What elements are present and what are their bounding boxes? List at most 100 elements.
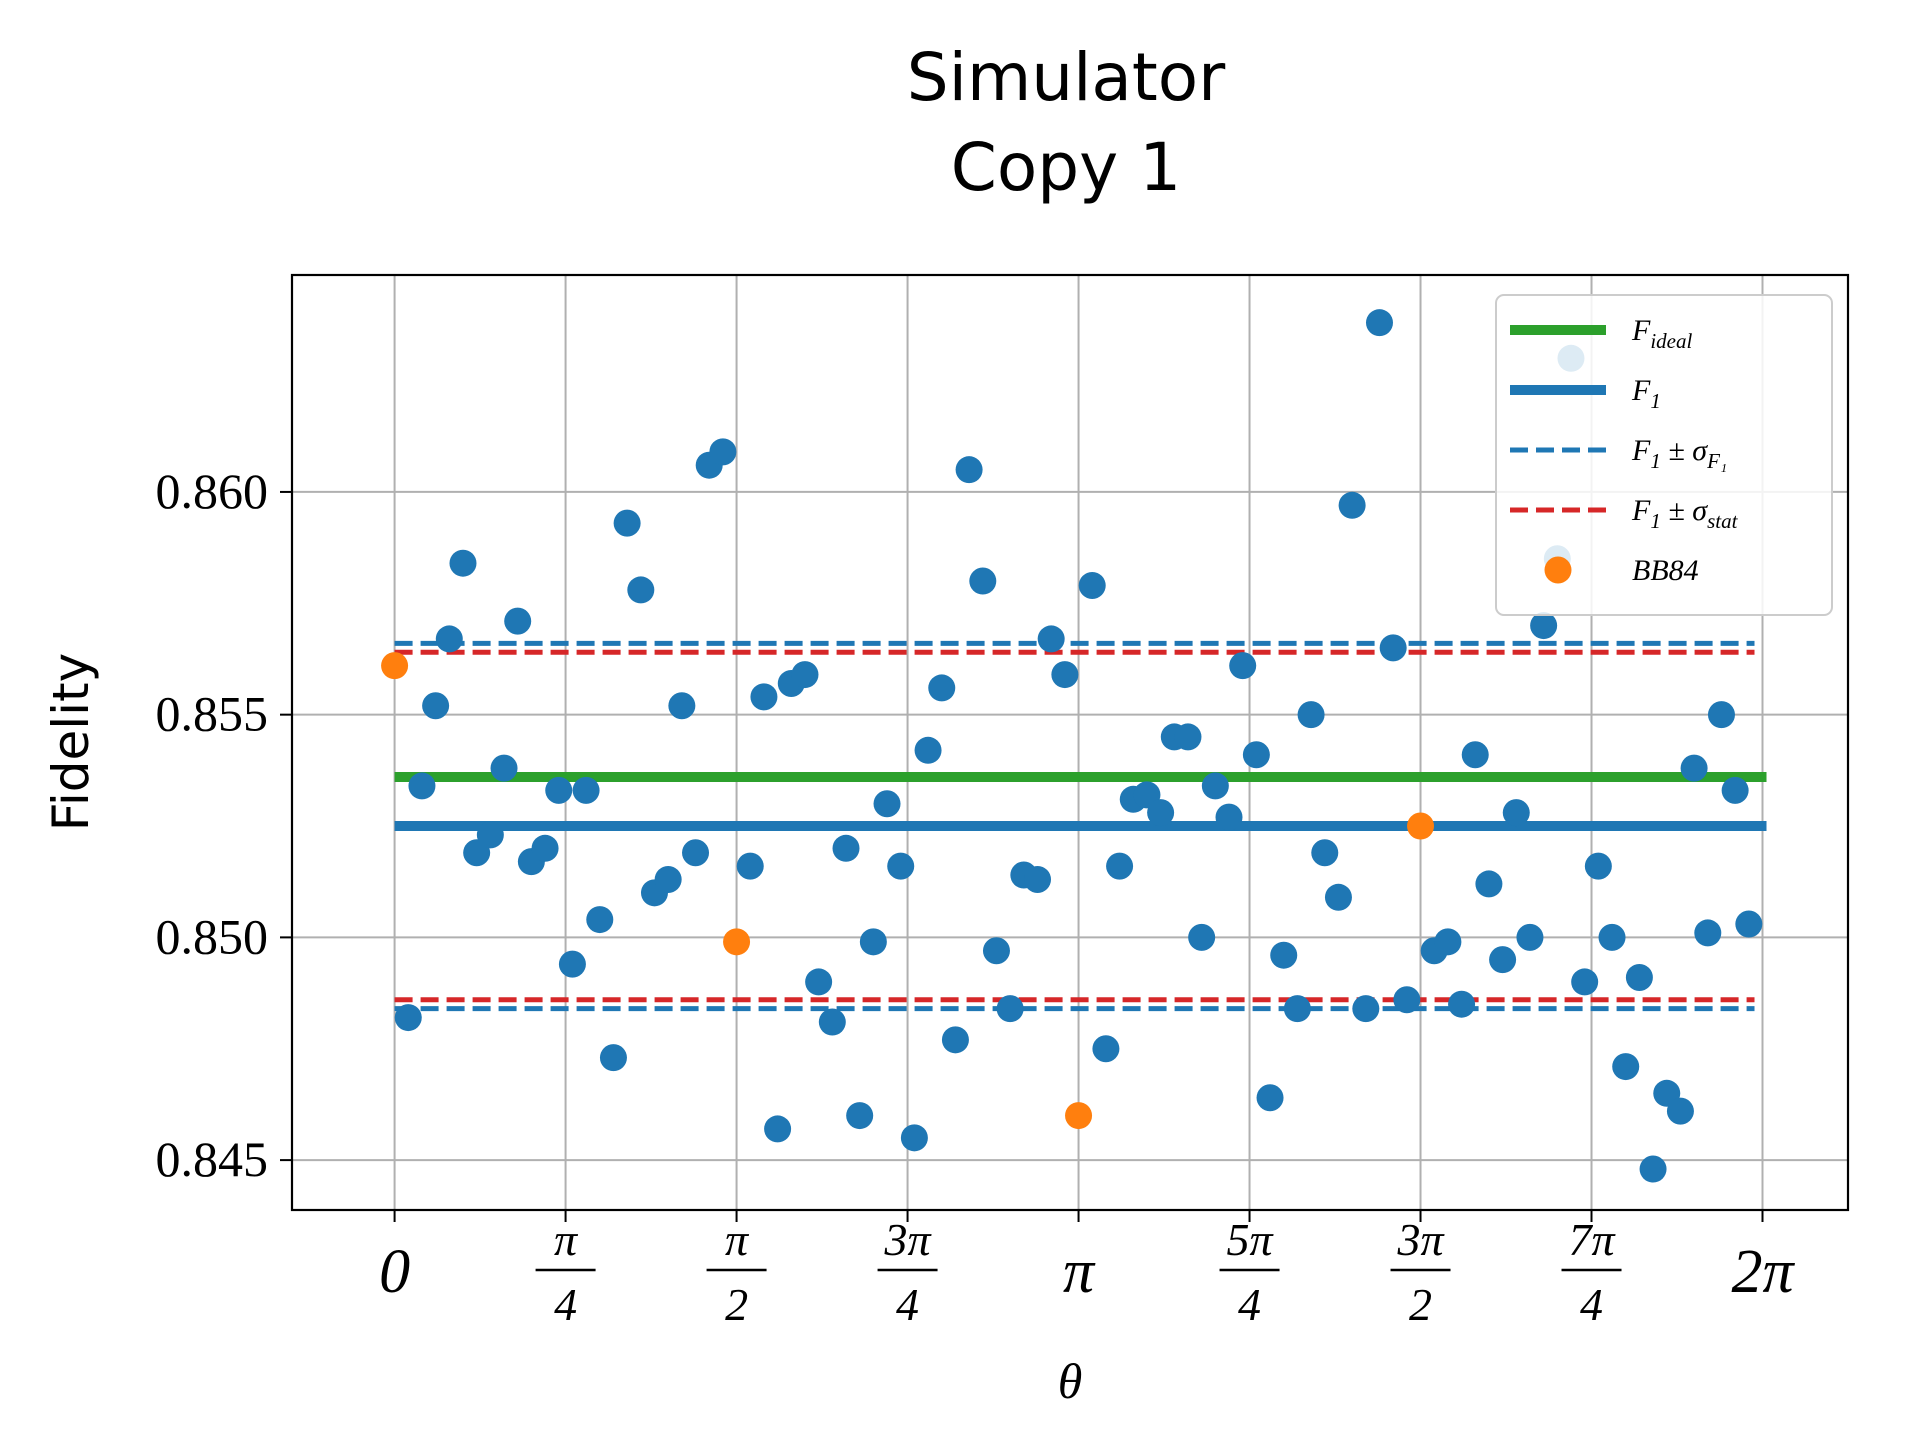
plot-frame bbox=[290, 273, 1850, 1212]
data-point bbox=[859, 928, 887, 956]
chart-title-line-2: Copy 1 bbox=[951, 129, 1181, 206]
x-tick-label: π bbox=[1063, 1238, 1096, 1306]
x-tick-label-denominator: 4 bbox=[1580, 1279, 1603, 1330]
data-point bbox=[1694, 919, 1722, 947]
data-point bbox=[1106, 852, 1134, 880]
x-tick-label: 2π bbox=[1731, 1238, 1795, 1306]
data-point bbox=[586, 906, 614, 934]
data-point bbox=[736, 852, 764, 880]
x-tick-label-denominator: 2 bbox=[1409, 1279, 1432, 1330]
x-tick-label-numerator: π bbox=[725, 1214, 750, 1265]
data-point bbox=[1680, 754, 1708, 782]
data-point bbox=[887, 852, 915, 880]
data-point bbox=[627, 576, 655, 604]
data-point bbox=[449, 549, 477, 577]
x-tick-label-numerator: π bbox=[554, 1214, 579, 1265]
data-point bbox=[1051, 661, 1079, 689]
bb84-point bbox=[381, 652, 409, 680]
data-point bbox=[599, 1044, 627, 1072]
data-point bbox=[791, 661, 819, 689]
data-point bbox=[682, 839, 710, 867]
data-point bbox=[1489, 946, 1517, 974]
data-point bbox=[1297, 701, 1325, 729]
data-point bbox=[1078, 571, 1106, 599]
data-point bbox=[873, 790, 901, 818]
data-point bbox=[941, 1026, 969, 1054]
reference-lines bbox=[394, 640, 1767, 1012]
data-point bbox=[914, 736, 942, 764]
legend-label: F1 ± σF₁ bbox=[1631, 434, 1727, 473]
data-point bbox=[805, 968, 833, 996]
legend-box bbox=[1495, 294, 1833, 616]
y-tick-label: 0.860 bbox=[156, 463, 269, 519]
x-tick-label-denominator: 4 bbox=[896, 1279, 919, 1330]
data-point bbox=[1475, 870, 1503, 898]
data-point bbox=[1147, 799, 1175, 827]
data-point bbox=[1461, 741, 1489, 769]
x-axis-ticks: 0 π 4 π 2 3π 4 π 5π 4 3π 2 7π 4 2π bbox=[379, 1210, 1795, 1330]
data-point bbox=[1612, 1053, 1640, 1081]
data-point bbox=[928, 674, 956, 702]
y-tick-label: 0.855 bbox=[156, 686, 269, 742]
data-point bbox=[394, 1004, 422, 1032]
data-point bbox=[1188, 923, 1216, 951]
data-point bbox=[504, 607, 532, 635]
data-point bbox=[476, 821, 504, 849]
data-point bbox=[1229, 652, 1257, 680]
data-point bbox=[1393, 986, 1421, 1014]
data-point bbox=[1516, 923, 1544, 951]
data-point bbox=[435, 625, 463, 653]
bb84-point bbox=[1065, 1102, 1093, 1130]
legend-label: BB84 bbox=[1632, 554, 1699, 587]
data-point bbox=[613, 509, 641, 537]
chart-title-line-1: Simulator bbox=[907, 39, 1226, 116]
data-point bbox=[654, 865, 682, 893]
x-tick-label-denominator: 4 bbox=[554, 1279, 577, 1330]
data-point bbox=[1598, 923, 1626, 951]
data-point bbox=[818, 1008, 846, 1036]
data-point bbox=[1037, 625, 1065, 653]
data-point bbox=[846, 1102, 874, 1130]
data-point bbox=[422, 692, 450, 720]
data-point bbox=[1311, 839, 1339, 867]
data-point bbox=[955, 456, 983, 484]
data-point bbox=[1625, 963, 1653, 991]
data-point bbox=[1024, 865, 1052, 893]
y-tick-label: 0.850 bbox=[156, 908, 269, 964]
y-axis-ticks: 0.845 0.850 0.855 0.860 bbox=[156, 463, 292, 1187]
data-point bbox=[1283, 995, 1311, 1023]
data-point bbox=[1721, 776, 1749, 804]
data-point bbox=[1201, 772, 1229, 800]
data-point bbox=[1639, 1155, 1667, 1183]
legend-label: F1 ± σstat bbox=[1631, 494, 1739, 533]
x-tick-label-numerator: 3π bbox=[884, 1214, 933, 1265]
data-point bbox=[750, 683, 778, 711]
data-point bbox=[832, 834, 860, 862]
data-point bbox=[709, 438, 737, 466]
data-point bbox=[900, 1124, 928, 1152]
data-point bbox=[408, 772, 436, 800]
data-point bbox=[558, 950, 586, 978]
data-point bbox=[1242, 741, 1270, 769]
data-point bbox=[1379, 634, 1407, 662]
data-point bbox=[1434, 928, 1462, 956]
x-tick-label-numerator: 3π bbox=[1397, 1214, 1446, 1265]
grid bbox=[292, 275, 1848, 1210]
data-point bbox=[1338, 491, 1366, 519]
data-point bbox=[1352, 995, 1380, 1023]
x-tick-label-numerator: 5π bbox=[1227, 1214, 1275, 1265]
data-point bbox=[1215, 803, 1243, 831]
data-point bbox=[1666, 1097, 1694, 1125]
data-point bbox=[1735, 910, 1763, 938]
bb84-point bbox=[1407, 812, 1435, 840]
data-point bbox=[1530, 612, 1558, 640]
data-point bbox=[490, 754, 518, 782]
data-point bbox=[531, 834, 559, 862]
data-point bbox=[545, 776, 573, 804]
x-tick-label-denominator: 4 bbox=[1238, 1279, 1261, 1330]
data-point bbox=[1324, 883, 1352, 911]
legend: Fideal F1 F1 ± σF₁ F1 ± σstat BB84 bbox=[1495, 294, 1833, 616]
data-point bbox=[982, 937, 1010, 965]
data-point bbox=[1092, 1035, 1120, 1063]
